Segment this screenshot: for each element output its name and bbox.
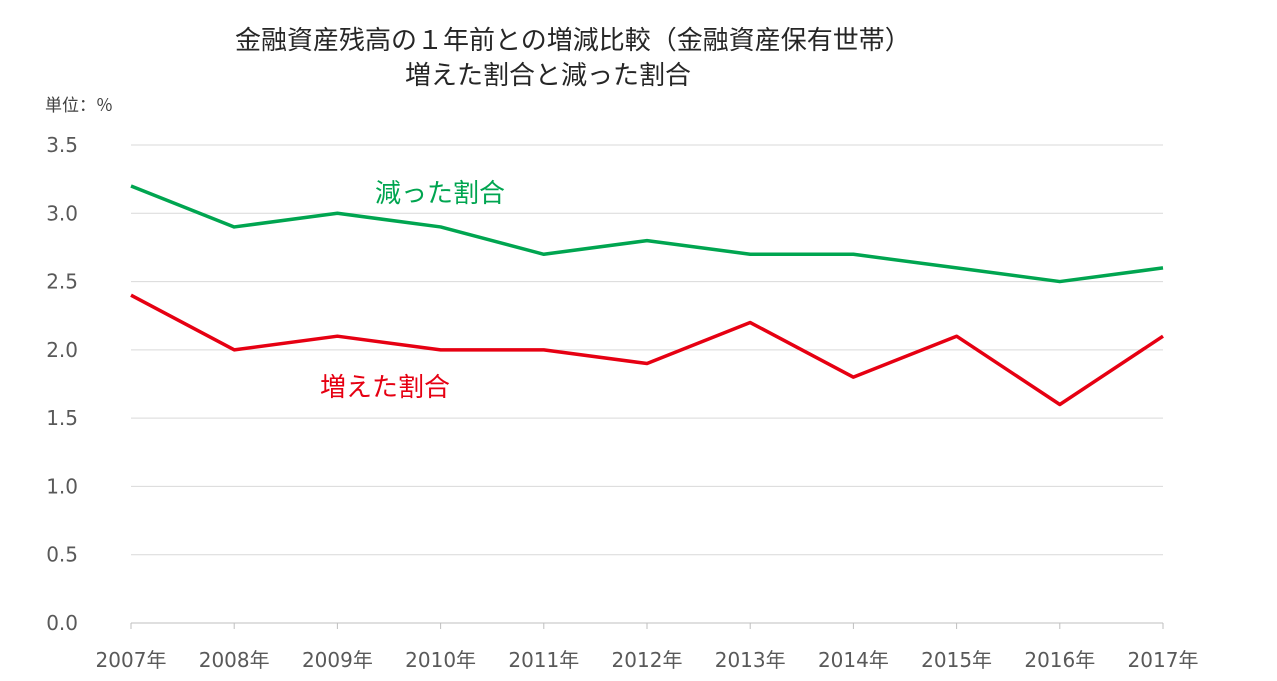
x-axis-ticks: 2007年 2008年 2009年 2010年 2011年 2012年 2013年 2014年… <box>96 623 1199 672</box>
chart-subtitle: 増えた割合と減った割合 <box>405 61 692 91</box>
y-tick-label: 1.0 <box>46 474 78 498</box>
series-line-decreased <box>130 184 1164 284</box>
y-tick-label: 0.0 <box>46 611 78 635</box>
x-tick-label: 2011年 <box>508 648 579 672</box>
y-tick-label: 0.5 <box>46 543 78 567</box>
x-tick-label: 2009年 <box>302 648 373 672</box>
y-tick-label: 3.0 <box>46 201 78 225</box>
series-label-decreased: 減った割合 <box>375 179 505 209</box>
y-axis-ticks: 0.0 0.5 1.0 1.5 2.0 2.5 3.0 3.5 <box>46 133 78 635</box>
chart-title: 金融資産残高の１年前との増減比較（金融資産保有世帯） <box>235 26 911 56</box>
x-tick-label: 2012年 <box>612 648 683 672</box>
x-tick-label: 2013年 <box>715 648 786 672</box>
x-tick-label: 2014年 <box>818 648 889 672</box>
x-tick-label: 2008年 <box>199 648 270 672</box>
y-tick-label: 2.0 <box>46 338 78 362</box>
y-tick-label: 2.5 <box>46 270 78 294</box>
y-tick-label: 1.5 <box>46 406 78 430</box>
x-tick-label: 2007年 <box>96 648 167 672</box>
gridlines <box>131 144 1163 624</box>
series-label-increased: 増えた割合 <box>320 373 450 403</box>
x-tick-label: 2017年 <box>1128 648 1199 672</box>
x-tick-label: 2010年 <box>405 648 476 672</box>
x-tick-label: 2016年 <box>1024 648 1095 672</box>
y-tick-label: 3.5 <box>46 133 78 157</box>
series-lines <box>130 184 1164 407</box>
unit-label: 単位：％ <box>45 96 113 116</box>
x-tick-label: 2015年 <box>921 648 992 672</box>
